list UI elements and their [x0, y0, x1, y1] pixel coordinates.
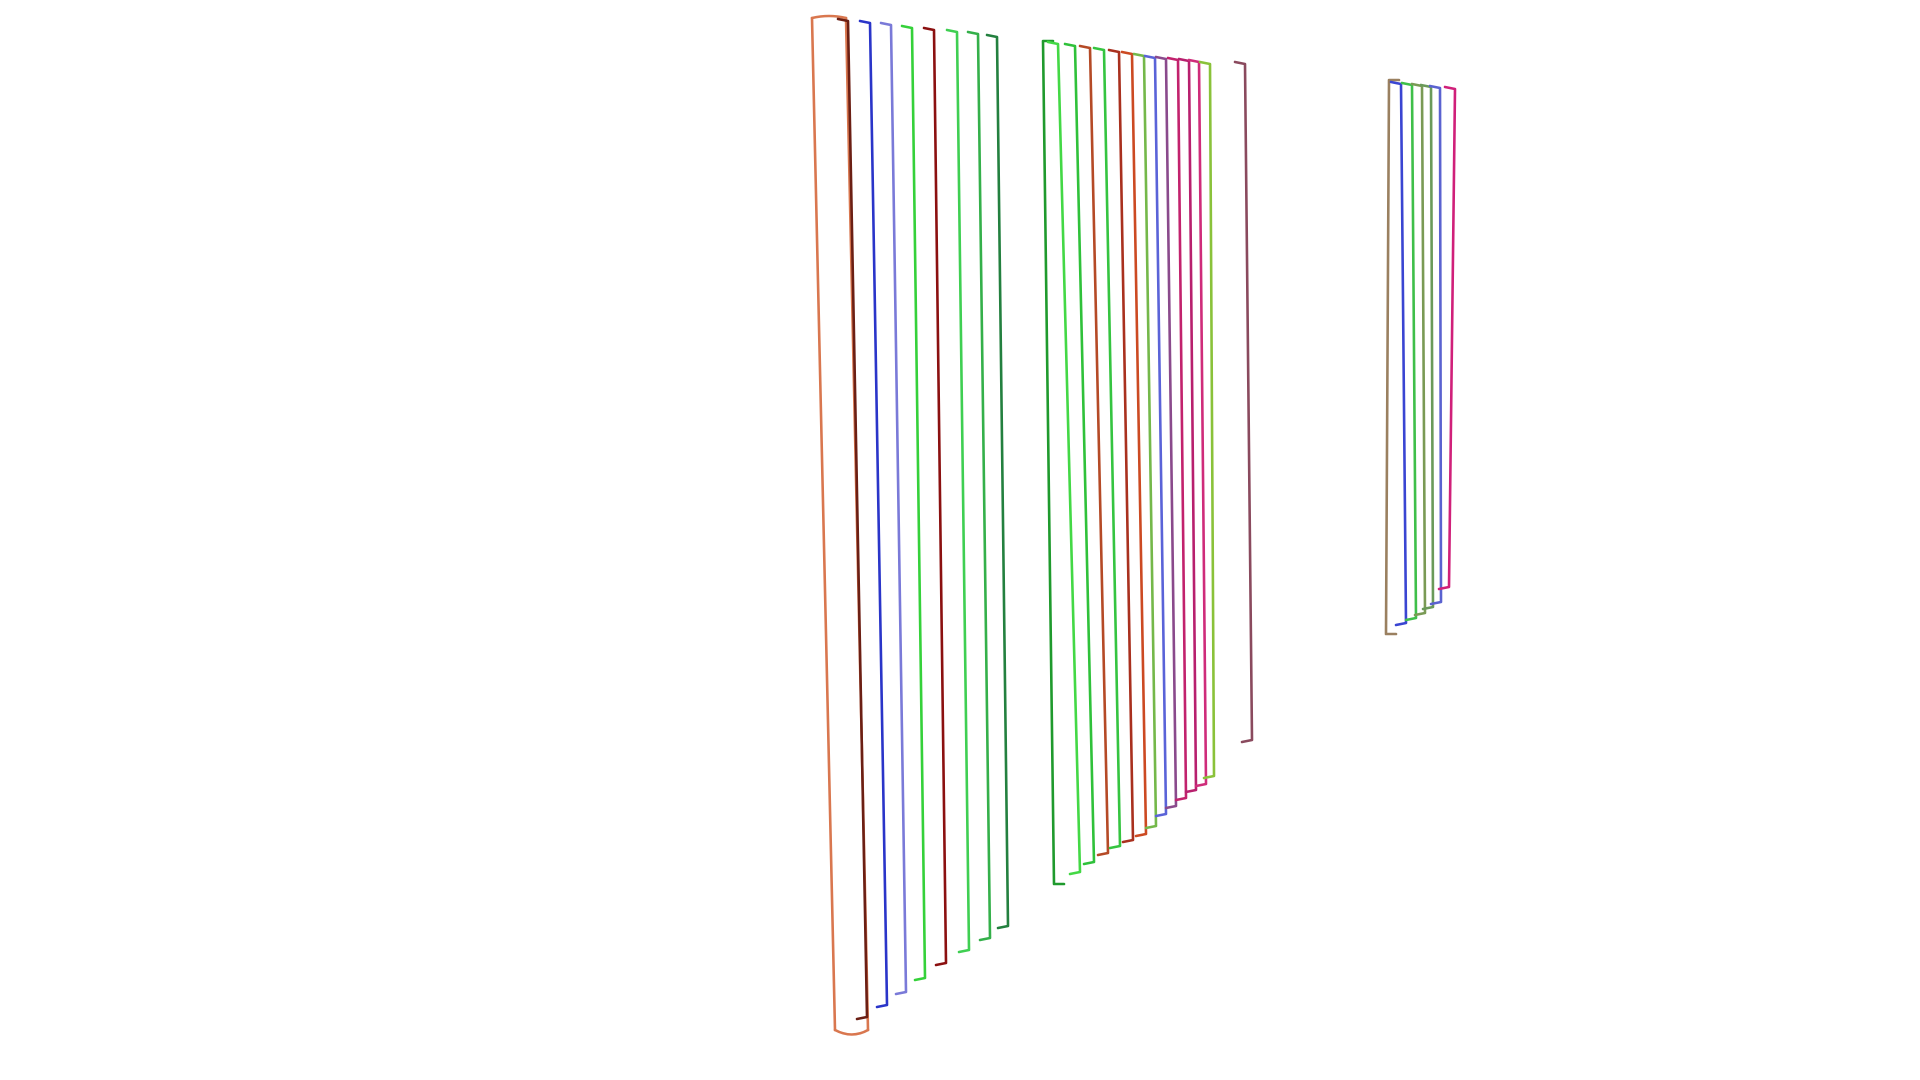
group-d-strand-6	[1428, 84, 1443, 606]
group-b-strand-10	[1154, 55, 1178, 810]
strand-group-c	[1233, 60, 1254, 744]
group-b-strand-4	[1078, 44, 1110, 857]
tube-top-cap	[810, 14, 848, 20]
group-c-strand-1	[1233, 60, 1254, 744]
group-a-strand-4	[879, 21, 908, 996]
group-b-strand-7	[1120, 50, 1148, 838]
group-a-strand-7	[945, 28, 971, 954]
group-a-strand-3	[858, 19, 889, 1009]
strand-group-d	[1384, 78, 1457, 636]
group-b-strand-3	[1063, 42, 1096, 866]
group-b-strand-12	[1177, 57, 1198, 794]
strand-group-b	[1041, 39, 1216, 886]
group-a-strand-5	[900, 24, 927, 982]
group-d-strand-3	[1400, 81, 1418, 622]
group-d-strand-4	[1410, 82, 1427, 617]
group-b-strand-14	[1198, 60, 1216, 780]
group-a-strand-6	[922, 26, 948, 967]
tube-left-edge	[810, 16, 837, 1032]
group-a-strand-2	[836, 17, 869, 1021]
group-d-strand-1	[1384, 78, 1401, 636]
group-b-strand-6	[1107, 48, 1135, 844]
strand-group-a	[810, 14, 1010, 1036]
group-a-strand-9	[985, 33, 1010, 930]
group-d-strand-2	[1389, 80, 1408, 627]
group-a-strand-8	[966, 30, 992, 942]
tube-bottom-cap	[833, 1028, 870, 1036]
group-d-strand-7	[1437, 85, 1457, 591]
group-b-strand-5	[1092, 46, 1122, 850]
group-b-strand-13	[1187, 58, 1208, 788]
group-b-strand-11	[1166, 56, 1188, 802]
group-b-strand-8	[1132, 52, 1158, 830]
group-b-strand-2	[1046, 40, 1082, 876]
group-b-strand-9	[1143, 54, 1168, 818]
group-d-strand-5	[1419, 83, 1435, 611]
